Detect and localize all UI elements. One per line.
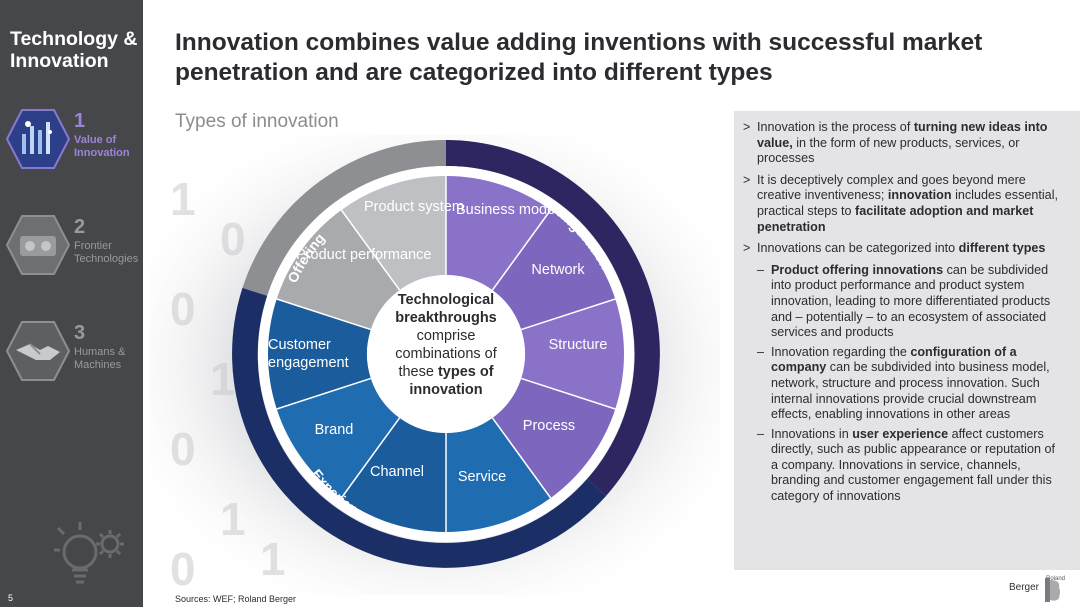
value-of-innovation-icon (6, 109, 70, 169)
segment-structure (521, 298, 624, 410)
segment-customer-engagement (268, 298, 371, 410)
svg-text:0: 0 (170, 543, 196, 595)
sidebar-item-frontier-technologies[interactable]: 2 Frontier Technologies (6, 214, 142, 280)
svg-text:0: 0 (220, 213, 246, 265)
segment-service (446, 417, 551, 532)
segment-business-model (446, 176, 551, 291)
logo-mark-icon (1045, 578, 1060, 602)
label-channel: Channel (369, 464, 424, 480)
page-title: Innovation combines value adding inventi… (175, 29, 983, 86)
sidebar-item-value-of-innovation[interactable]: 1 Value of Innovation (6, 108, 142, 174)
nav-number: 2 (74, 216, 86, 238)
nav-label: Humans & Machines (74, 346, 126, 371)
innovation-wheel: Offering Configuration Experience (232, 140, 660, 568)
diagram-subtitle: Types of innovation (175, 111, 339, 132)
segment-channel (341, 417, 446, 532)
segment-brand (276, 378, 400, 499)
bullet-3: > Innovations can be categorized into di… (743, 241, 1046, 256)
bullet-2: > It is deceptively complex and goes bey… (743, 172, 1058, 234)
center-text: Technological breakthroughs comprise com… (395, 292, 497, 398)
label-brand: Brand (314, 422, 354, 438)
segment-product-system (341, 176, 446, 291)
center-circle (367, 275, 525, 433)
label-structure: Structure (548, 337, 608, 353)
label-process: Process (522, 418, 576, 434)
svg-text:1: 1 (260, 533, 286, 585)
label-network: Network (531, 262, 585, 278)
segment-product-performance (276, 209, 400, 330)
nav-number: 3 (74, 322, 86, 344)
sources-note: Sources: WEF; Roland Berger (175, 594, 297, 604)
svg-text:1: 1 (220, 493, 246, 545)
page-number: 5 (8, 593, 14, 603)
frontier-technologies-icon (6, 215, 70, 275)
sub-bullet-configuration: – Innovation regarding the configuration… (757, 344, 1050, 422)
bullet-1: > Innovation is the process of turning n… (743, 120, 1048, 166)
nav-label: Frontier Technologies (74, 240, 139, 265)
label-customer-engagement: Customer engagement (268, 337, 349, 371)
svg-text:0: 0 (170, 423, 196, 475)
description-panel: > Innovation is the process of turning n… (734, 111, 1080, 570)
svg-text:1: 1 (170, 173, 196, 225)
lightbulb-gear-icon (54, 522, 124, 584)
handshake-icon (6, 321, 70, 381)
svg-text:1: 1 (210, 353, 236, 405)
configuration-ring (446, 140, 660, 496)
label-business-model: Business model (456, 202, 559, 218)
svg-text:0: 0 (170, 283, 196, 335)
label-product-performance: Product performance (296, 247, 432, 263)
sidebar: Technology & Innovation 1 Value of Innov… (0, 0, 143, 607)
roland-berger-logo: Roland Berger (1005, 576, 1065, 602)
offering-ring (242, 140, 446, 296)
segment-process (492, 378, 616, 499)
sub-bullet-experience: – Innovations in user experience affect … (757, 426, 1055, 504)
label-service: Service (457, 469, 507, 485)
sidebar-item-humans-machines[interactable]: 3 Humans & Machines (6, 320, 142, 386)
nav-number: 1 (74, 110, 86, 132)
sub-bullet-offering: – Product offering innovations can be su… (757, 262, 1051, 340)
label-product-system: Product system (364, 199, 464, 215)
sidebar-title: Technology & Innovation (10, 28, 138, 72)
nav-label: Value of Innovation (74, 134, 130, 159)
segment-network (492, 209, 616, 330)
